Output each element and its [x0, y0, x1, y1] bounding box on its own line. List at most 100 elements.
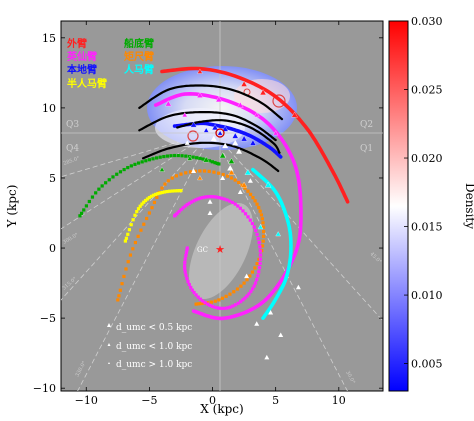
spiral-arm-dot: [203, 195, 207, 199]
spiral-arm-dot: [251, 195, 255, 200]
spiral-arm-dot: [223, 306, 227, 310]
x-axis-label: X (kpc): [200, 402, 243, 416]
spiral-arm-dot: [212, 170, 216, 174]
spiral-arm-dot: [258, 249, 262, 253]
spiral-arm-dot: [217, 195, 221, 200]
spiral-arm-dot: [184, 253, 188, 258]
spiral-arm-dot: [226, 306, 230, 310]
maser-marker: [219, 152, 226, 159]
density-region: [147, 66, 297, 150]
spiral-arm-dot: [259, 213, 264, 217]
spiral-arm-dot: [248, 274, 252, 278]
spiral-arm-dot: [228, 305, 232, 309]
maser-marker: [228, 169, 235, 175]
spiral-arm-dot: [147, 195, 151, 200]
spiral-arm-dot: [218, 306, 222, 310]
spiral-arm-dot: [255, 278, 259, 282]
spiral-arm-dot: [123, 239, 127, 243]
longitude-label: 285.0°: [63, 155, 81, 167]
y-tick-label: 5: [49, 172, 56, 185]
spiral-arm-dot: [261, 244, 265, 248]
spiral-arm-dot: [162, 190, 167, 194]
spiral-arm-dot: [210, 304, 214, 308]
spiral-arm-dot: [152, 200, 157, 205]
spiral-arm-curve: [153, 91, 303, 321]
maser-marker: [278, 332, 284, 337]
spiral-arm-dot: [196, 302, 200, 306]
spiral-arm-dot: [199, 301, 203, 306]
spiral-arm-dot: [185, 248, 189, 252]
maser-marker: [257, 224, 264, 230]
spiral-arm: [138, 111, 277, 142]
spiral-arm-dot: [239, 284, 243, 288]
spiral-arm-dot: [173, 153, 177, 158]
y-tick-label: −5: [40, 312, 56, 325]
spiral-arm-dot: [194, 293, 198, 297]
maser-marker: [165, 100, 172, 107]
longitude-ray: [61, 131, 213, 301]
colorbar: 0.005 0.010 0.015 0.020 0.025 0.030 Density: [388, 15, 474, 392]
spiral-arm-dot: [241, 209, 245, 213]
spiral-arm-dot: [221, 172, 225, 177]
maser-marker: [202, 156, 210, 163]
plot-area: ★ GC Q3 Q2 Q4 Q1 285.0° 300.0° 315.0° 33…: [5, 20, 384, 416]
maser-marker: [190, 121, 197, 128]
spiral-arm-dot: [179, 172, 183, 176]
maser-marker: [237, 189, 243, 194]
spiral-arm-dot: [210, 160, 214, 164]
spiral-arm-dot: [257, 241, 261, 245]
spiral-arm-dot: [147, 211, 151, 215]
spiral-arm-dot: [261, 225, 266, 229]
spiral-arm-dot: [136, 207, 141, 211]
spiral-arm-dot: [258, 257, 263, 261]
marker-legend: d_umc < 0.5 kpc d_umc < 1.0 kpc d_umc > …: [107, 323, 192, 370]
spiral-arm-dot: [118, 170, 123, 174]
spiral-arm-dot: [138, 204, 142, 208]
maser-marker: [291, 111, 298, 118]
maser-marker: [254, 321, 260, 326]
spiral-arm-dot: [185, 276, 189, 281]
spiral-arm-dot: [184, 171, 188, 175]
marker-legend-label: d_umc < 0.5 kpc: [116, 323, 192, 333]
spiral-arm-dot: [187, 201, 191, 205]
spiral-arm-dot: [151, 193, 156, 197]
maser-marker: [197, 68, 203, 74]
spiral-arm-dot: [192, 290, 196, 295]
spiral-arm-curve: [142, 141, 280, 173]
spiral-arm-dot: [198, 156, 202, 160]
spiral-arm-dot: [207, 169, 211, 173]
spiral-arm-dot: [238, 300, 243, 304]
spiral-arm-dot: [201, 157, 205, 161]
spiral-arm-dot: [147, 158, 151, 162]
maser-marker: [232, 132, 239, 139]
spiral-arm-dot: [258, 261, 262, 265]
maser-marker: [244, 273, 250, 279]
spiral-arm: [153, 91, 303, 321]
x-tick-label: −10: [75, 394, 98, 407]
maser-marker: [187, 155, 193, 161]
spiral-arm-dot: [184, 154, 188, 158]
maser-marker: [237, 101, 244, 108]
spiral-arm-dot: [78, 214, 82, 218]
arm-legend-centaurus: 半人马臂: [67, 77, 107, 90]
x-tick-label: 5: [272, 394, 279, 407]
spiral-arm-dot: [250, 221, 255, 226]
maser-marker: [184, 140, 190, 145]
spiral-arm-dot: [176, 153, 180, 158]
spiral-arm-curve: [176, 119, 281, 154]
spiral-arm-dot: [128, 253, 133, 257]
maser-marker: [217, 130, 223, 136]
spiral-arm-dot: [213, 161, 217, 165]
spiral-arm-dot: [243, 186, 247, 190]
spiral-arm-curve: [251, 167, 293, 320]
spiral-arm-dot: [242, 281, 246, 285]
spiral-arm-dot: [207, 195, 211, 199]
spiral-arm-dot: [256, 236, 260, 241]
spiral-arm-dot: [139, 228, 143, 232]
spiral-arm: [176, 119, 281, 154]
spiral-arm-dot: [124, 267, 128, 271]
spiral-arm-dot: [115, 172, 119, 176]
spiral-arm-dot: [144, 159, 148, 163]
spiral-arm-dot: [243, 212, 248, 216]
density-hotspot: [272, 94, 286, 108]
